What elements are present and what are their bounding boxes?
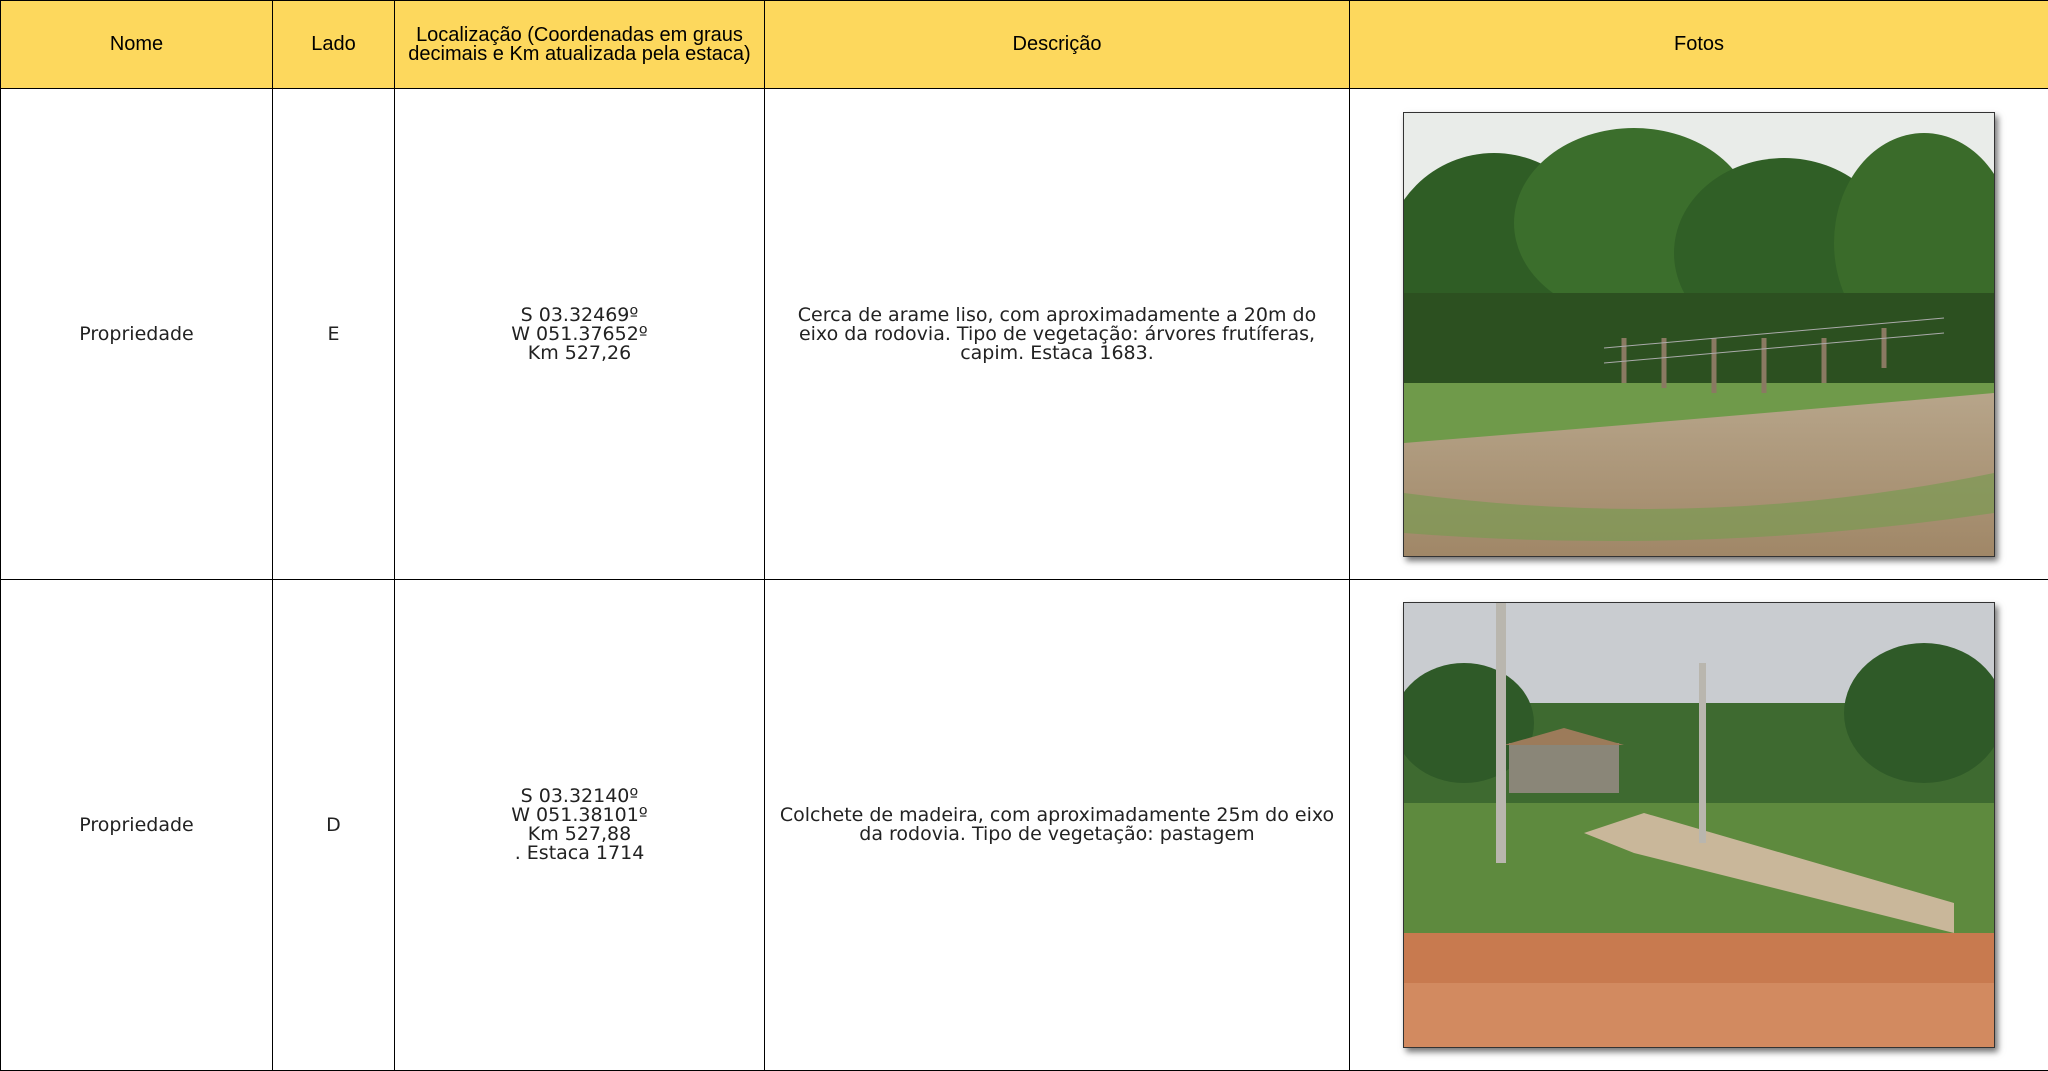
photo xyxy=(1403,602,1995,1048)
loc-line: Km 527,26 xyxy=(409,344,750,363)
loc-line: W 051.37652º xyxy=(409,325,750,344)
cell-localizacao: S 03.32469º W 051.37652º Km 527,26 xyxy=(395,89,765,580)
cell-descricao: Colchete de madeira, com aproximadamente… xyxy=(765,580,1350,1071)
header-cell: Localização (Coordenadas em graus decima… xyxy=(395,1,765,89)
cell-lado: E xyxy=(273,89,395,580)
cell-foto xyxy=(1350,580,2048,1071)
cell-nome: Propriedade xyxy=(1,89,273,580)
cell-lado: D xyxy=(273,580,395,1071)
photo xyxy=(1403,112,1995,557)
header-cell: Lado xyxy=(273,1,395,89)
cell-localizacao: S 03.32140º W 051.38101º Km 527,88 . Est… xyxy=(395,580,765,1071)
header-cell: Nome xyxy=(1,1,273,89)
header-cell: Descrição xyxy=(765,1,1350,89)
cell-foto xyxy=(1350,89,2048,580)
cell-nome: Propriedade xyxy=(1,580,273,1071)
header-row: Nome Lado Localização (Coordenadas em gr… xyxy=(1,1,2048,89)
header-cell: Fotos xyxy=(1350,1,2048,89)
row: Propriedade E S 03.32469º W 051.37652º K… xyxy=(1,89,2048,580)
row: Propriedade D S 03.32140º W 051.38101º K… xyxy=(1,580,2048,1071)
loc-line: . Estaca 1714 xyxy=(409,844,750,863)
loc-line: S 03.32469º xyxy=(409,306,750,325)
cell-descricao: Cerca de arame liso, com aproximadamente… xyxy=(765,89,1350,580)
